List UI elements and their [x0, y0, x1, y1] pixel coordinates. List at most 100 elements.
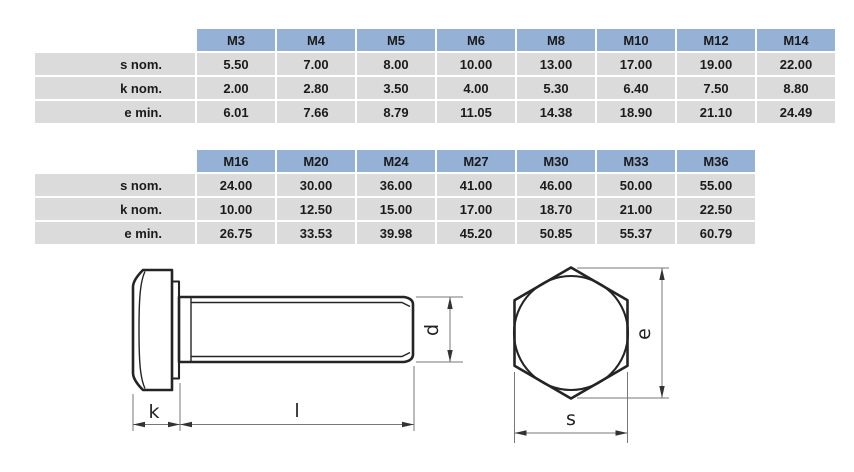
value-cell: 6.01: [197, 101, 275, 123]
value-cell: 41.00: [437, 174, 515, 196]
dimension-label-k: k: [148, 401, 159, 423]
column-header: M6: [437, 29, 515, 51]
value-cell: 2.80: [277, 77, 355, 99]
value-cell: 18.90: [597, 101, 675, 123]
arrowhead-up: [659, 268, 665, 280]
value-cell: 50.00: [597, 174, 675, 196]
table-row: k nom. 10.00 12.50 15.00 17.00 18.70 21.00 22.5…: [35, 198, 755, 220]
hex-head-outline: [513, 266, 629, 400]
value-cell: 36.00: [357, 174, 435, 196]
row-label: k nom.: [35, 198, 195, 220]
table-row: k nom. 2.00 2.80 3.50 4.00 5.30 6.40 7.50 8.80: [35, 77, 835, 99]
value-cell: 12.50: [277, 198, 355, 220]
arrowhead-down: [447, 350, 453, 362]
value-cell: 24.49: [757, 101, 835, 123]
value-cell: 22.50: [677, 198, 755, 220]
value-cell: 46.00: [517, 174, 595, 196]
column-header: M3: [197, 29, 275, 51]
value-cell: 55.00: [677, 174, 755, 196]
row-label: e min.: [35, 101, 195, 123]
value-cell: 15.00: [357, 198, 435, 220]
value-cell: 19.00: [677, 53, 755, 75]
value-cell: 3.50: [357, 77, 435, 99]
dimension-label-e: e: [633, 328, 655, 340]
arrowhead-left: [514, 430, 527, 436]
head-facet-line: [138, 271, 146, 389]
row-label: k nom.: [35, 77, 195, 99]
arrowhead-left: [180, 421, 192, 428]
dimension-d: d: [416, 296, 463, 363]
header-row: M16 M20 M24 M27 M30 M33 M36: [35, 150, 755, 172]
column-header: M36: [677, 150, 755, 172]
value-cell: 21.10: [677, 101, 755, 123]
row-label: e min.: [35, 222, 195, 244]
value-cell: 17.00: [597, 53, 675, 75]
header-row: M3 M4 M5 M6 M8 M10 M12 M14: [35, 29, 835, 51]
arrowhead-up: [447, 297, 453, 309]
washer-face-outline: [172, 280, 181, 380]
value-cell: 60.79: [677, 222, 755, 244]
column-header: M8: [517, 29, 595, 51]
arrowhead-right: [402, 421, 414, 428]
thread-line-top: [191, 301, 411, 308]
value-cell: 8.80: [757, 77, 835, 99]
arrowhead-left: [133, 421, 145, 428]
value-cell: 8.79: [357, 101, 435, 123]
table-row: e min. 6.01 7.66 8.79 11.05 14.38 18.90 21.10 24…: [35, 101, 835, 123]
column-header: M20: [277, 150, 355, 172]
shank-outline: [177, 295, 415, 364]
dimension-label-l: l: [294, 400, 299, 422]
dimension-s: s: [514, 372, 628, 443]
value-cell: 7.66: [277, 101, 355, 123]
table-row: s nom. 5.50 7.00 8.00 10.00 13.00 17.00 19.00 22…: [35, 53, 835, 75]
value-cell: 14.38: [517, 101, 595, 123]
column-header: M10: [597, 29, 675, 51]
value-cell: 8.00: [357, 53, 435, 75]
column-header: M16: [197, 150, 275, 172]
bolt-side-view: d k l: [131, 268, 463, 431]
arrowhead-down: [659, 386, 665, 398]
column-header: M27: [437, 150, 515, 172]
value-cell: 45.20: [437, 222, 515, 244]
dimension-k: k: [132, 383, 181, 431]
column-header: M12: [677, 29, 755, 51]
value-cell: 30.00: [277, 174, 355, 196]
arrowhead-right: [615, 430, 628, 436]
value-cell: 11.05: [437, 101, 515, 123]
value-cell: 39.98: [357, 222, 435, 244]
value-cell: 10.00: [437, 53, 515, 75]
value-cell: 55.37: [597, 222, 675, 244]
row-label: s nom.: [35, 174, 195, 196]
row-label: s nom.: [35, 53, 195, 75]
value-cell: 5.30: [517, 77, 595, 99]
column-header: M4: [277, 29, 355, 51]
value-cell: 2.00: [197, 77, 275, 99]
value-cell: 7.50: [677, 77, 755, 99]
value-cell: 4.00: [437, 77, 515, 99]
arrowhead-right: [168, 421, 180, 428]
column-header: M24: [357, 150, 435, 172]
column-header: M33: [597, 150, 675, 172]
value-cell: 18.70: [517, 198, 595, 220]
value-cell: 24.00: [197, 174, 275, 196]
value-cell: 17.00: [437, 198, 515, 220]
bolt-end-view: e s: [512, 266, 669, 443]
table-row: s nom. 24.00 30.00 36.00 41.00 46.00 50.00 55.0…: [35, 174, 755, 196]
dimension-label-s: s: [566, 408, 576, 430]
column-header: M30: [517, 150, 595, 172]
value-cell: 26.75: [197, 222, 275, 244]
dimension-label-d: d: [421, 324, 443, 336]
value-cell: 6.40: [597, 77, 675, 99]
thread-line-bottom: [191, 351, 411, 358]
dimension-table-m3-m14: M3 M4 M5 M6 M8 M10 M12 M14 s nom. 5.50 7.00 8.00 10.…: [33, 27, 837, 125]
inscribed-circle: [512, 274, 630, 392]
column-header: M5: [357, 29, 435, 51]
table-row: e min. 26.75 33.53 39.98 45.20 50.85 55.37 60.7…: [35, 222, 755, 244]
value-cell: 7.00: [277, 53, 355, 75]
dimension-table-m16-m36: M16 M20 M24 M27 M30 M33 M36 s nom. 24.00 30.00 36.…: [33, 148, 757, 246]
head-outline: [131, 268, 174, 392]
dimension-e: e: [577, 267, 669, 399]
value-cell: 33.53: [277, 222, 355, 244]
